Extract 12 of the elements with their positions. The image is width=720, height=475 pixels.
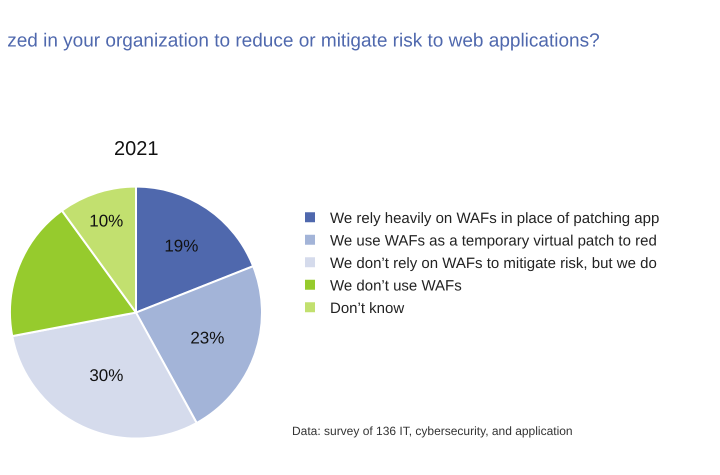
- text: Data: survey of 136 IT, cybersecurity, and application: [292, 424, 573, 438]
- data-label: 19%: [164, 236, 198, 256]
- chart-subtitle: 2021: [114, 138, 158, 160]
- legend-label: We don’t use WAFs: [330, 278, 462, 295]
- data-label: 30%: [89, 366, 124, 386]
- legend-label: We use WAFs as a temporary virtual patch to red: [330, 232, 657, 250]
- data-label: 10%: [89, 212, 124, 231]
- data-label: 23%: [190, 328, 224, 348]
- legend-label: We don’t rely on WAFs to mitigate risk, but we do: [330, 255, 657, 272]
- legend-label: We rely heavily on WAFs in place of patching app: [330, 210, 660, 228]
- chart-title: zed in your organization to reduce or mitigate risk to web applications?: [7, 30, 600, 52]
- legend-label: Don’t know: [330, 300, 404, 318]
